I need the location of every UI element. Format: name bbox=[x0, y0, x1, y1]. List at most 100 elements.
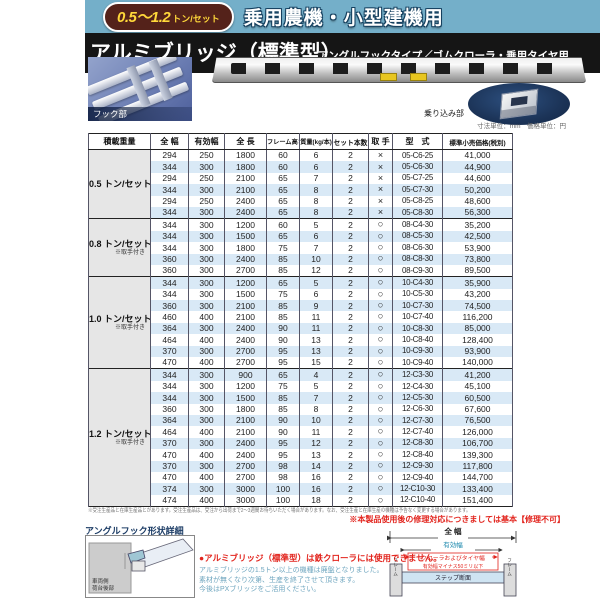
notice-line: 素材が無くなり次第、生産を終了させて頂きます。 bbox=[199, 576, 360, 584]
cell-frame-height: 65 bbox=[266, 368, 300, 381]
cell-mass: 5 bbox=[299, 276, 333, 289]
spec-row: 370 300 2700 98 14 2 ○ 12-C9-30 117,800 bbox=[89, 460, 513, 472]
cell-length: 2700 bbox=[224, 357, 267, 369]
cell-mass: 5 bbox=[299, 218, 333, 231]
col-set-count: セット本数 bbox=[332, 133, 369, 150]
cell-price: 133,400 bbox=[442, 483, 513, 495]
cell-full-width: 370 bbox=[150, 345, 189, 358]
cell-handle: ○ bbox=[368, 253, 393, 265]
cell-model: 05-C8-30 bbox=[392, 206, 443, 219]
cell-full-width: 344 bbox=[150, 218, 189, 231]
cell-set-count: 2 bbox=[332, 449, 369, 461]
col-model: 型 式 bbox=[392, 133, 443, 150]
cell-length: 2100 bbox=[224, 184, 267, 196]
cell-mass: 11 bbox=[299, 322, 333, 335]
cell-length: 1500 bbox=[224, 230, 267, 243]
cell-handle: ○ bbox=[368, 392, 393, 404]
discontinuation-notice: アルミブリッジの1.5トン以上の機種は廃盤となりました。 素材が無くなり次第、生… bbox=[199, 566, 383, 595]
cell-frame-height: 65 bbox=[266, 195, 300, 207]
cell-full-width: 344 bbox=[150, 242, 189, 254]
cell-set-count: 2 bbox=[332, 195, 369, 207]
cell-frame-height: 65 bbox=[266, 206, 300, 219]
cell-handle: × bbox=[368, 172, 393, 185]
cell-model: 10-C9-40 bbox=[392, 357, 443, 369]
cell-mass: 8 bbox=[299, 206, 333, 219]
spec-row: 464 400 2100 90 11 2 ○ 12-C7-40 126,000 bbox=[89, 426, 513, 438]
load-capacity-label: 1.2 トン/セット bbox=[89, 428, 151, 439]
frame-label-right: フレーム bbox=[507, 558, 513, 577]
cell-frame-height: 100 bbox=[266, 494, 300, 507]
ramp-warning-sticker bbox=[410, 73, 428, 82]
capacity-badge: 0.5～1.2 トン/セット bbox=[103, 1, 234, 32]
cell-handle: × bbox=[368, 184, 393, 196]
cell-effective-width: 300 bbox=[188, 368, 225, 381]
cell-full-width: 344 bbox=[150, 392, 189, 404]
spec-row: 344 300 1500 75 6 2 ○ 10-C5-30 43,200 bbox=[89, 288, 513, 301]
cell-effective-width: 400 bbox=[188, 449, 225, 461]
cell-effective-width: 300 bbox=[188, 230, 225, 243]
cell-model: 12-C9-30 bbox=[392, 460, 443, 472]
cell-frame-height: 65 bbox=[266, 172, 300, 185]
cell-model: 05-C6-30 bbox=[392, 161, 443, 173]
cell-handle: ○ bbox=[368, 218, 393, 231]
spec-row: 294 250 2100 65 7 2 × 05-C7-25 44,600 bbox=[89, 172, 513, 185]
cell-mass: 13 bbox=[299, 345, 333, 358]
cell-length: 2100 bbox=[224, 414, 267, 427]
cell-set-count: 2 bbox=[332, 218, 369, 231]
cell-frame-height: 85 bbox=[266, 311, 300, 323]
capacity-badge-unit: トン/セット bbox=[172, 13, 220, 24]
cell-full-width: 344 bbox=[150, 276, 189, 289]
handle-note: ※取手付き bbox=[114, 249, 145, 256]
cell-frame-height: 85 bbox=[266, 264, 300, 277]
cell-frame-height: 75 bbox=[266, 380, 300, 393]
load-capacity-label: 1.0 トン/セット bbox=[89, 313, 151, 324]
cell-full-width: 374 bbox=[150, 483, 189, 495]
cell-effective-width: 400 bbox=[188, 311, 225, 323]
cell-frame-height: 75 bbox=[266, 288, 300, 301]
cell-length: 2100 bbox=[224, 426, 267, 438]
cell-price: 117,800 bbox=[442, 460, 513, 472]
load-capacity-cell: 1.0 トン/セット ※取手付き bbox=[88, 276, 151, 369]
cell-frame-height: 100 bbox=[266, 483, 300, 495]
cell-frame-height: 95 bbox=[266, 357, 300, 369]
cell-price: 56,300 bbox=[442, 206, 513, 219]
cell-set-count: 2 bbox=[332, 471, 369, 484]
cell-full-width: 464 bbox=[150, 334, 189, 346]
cell-length: 2700 bbox=[224, 345, 267, 358]
cell-set-count: 2 bbox=[332, 483, 369, 495]
cell-length: 2700 bbox=[224, 264, 267, 277]
ramp-warning-sticker bbox=[380, 73, 398, 82]
spec-row: 464 400 2400 90 13 2 ○ 10-C8-40 128,400 bbox=[89, 334, 513, 346]
cell-price: 35,900 bbox=[442, 276, 513, 289]
hook-shape-diagram: 車両側 荷台後部 bbox=[85, 535, 195, 598]
cell-price: 126,000 bbox=[442, 426, 513, 438]
spec-row: 344 300 1200 75 5 2 ○ 12-C4-30 45,100 bbox=[89, 380, 513, 393]
cell-length: 1800 bbox=[224, 161, 267, 173]
cell-handle: ○ bbox=[368, 437, 393, 450]
cell-length: 2100 bbox=[224, 311, 267, 323]
cell-price: 151,400 bbox=[442, 494, 513, 507]
cell-length: 3000 bbox=[224, 494, 267, 507]
cell-model: 12-C6-30 bbox=[392, 403, 443, 415]
cell-frame-height: 90 bbox=[266, 322, 300, 335]
cell-set-count: 2 bbox=[332, 161, 369, 173]
spec-row: 360 300 1800 85 8 2 ○ 12-C6-30 67,600 bbox=[89, 403, 513, 415]
cell-effective-width: 300 bbox=[188, 161, 225, 173]
cell-full-width: 460 bbox=[150, 311, 189, 323]
cell-price: 42,500 bbox=[442, 230, 513, 243]
cell-effective-width: 300 bbox=[188, 403, 225, 415]
notice-line: 今後はPXブリッジをご活用ください。 bbox=[199, 586, 321, 593]
cell-mass: 8 bbox=[299, 403, 333, 415]
cell-price: 41,000 bbox=[442, 149, 513, 162]
spec-row: 370 300 2400 95 12 2 ○ 12-C8-30 106,700 bbox=[89, 437, 513, 450]
cell-price: 44,900 bbox=[442, 161, 513, 173]
cell-length: 2400 bbox=[224, 322, 267, 335]
spec-row: 360 300 2700 85 12 2 ○ 08-C9-30 89,500 bbox=[89, 264, 513, 277]
cell-mass: 13 bbox=[299, 334, 333, 346]
cell-price: 128,400 bbox=[442, 334, 513, 346]
cell-effective-width: 300 bbox=[188, 184, 225, 196]
spec-table-header-row: 積載重量 全 幅 有効幅 全 長 フレーム高さ 質量(kg/本) セット本数 取… bbox=[88, 133, 513, 150]
spec-row: 470 400 2400 95 13 2 ○ 12-C8-40 139,300 bbox=[89, 449, 513, 461]
spec-row: 344 300 1800 75 7 2 ○ 08-C6-30 53,900 bbox=[89, 242, 513, 254]
cell-mass: 6 bbox=[299, 161, 333, 173]
